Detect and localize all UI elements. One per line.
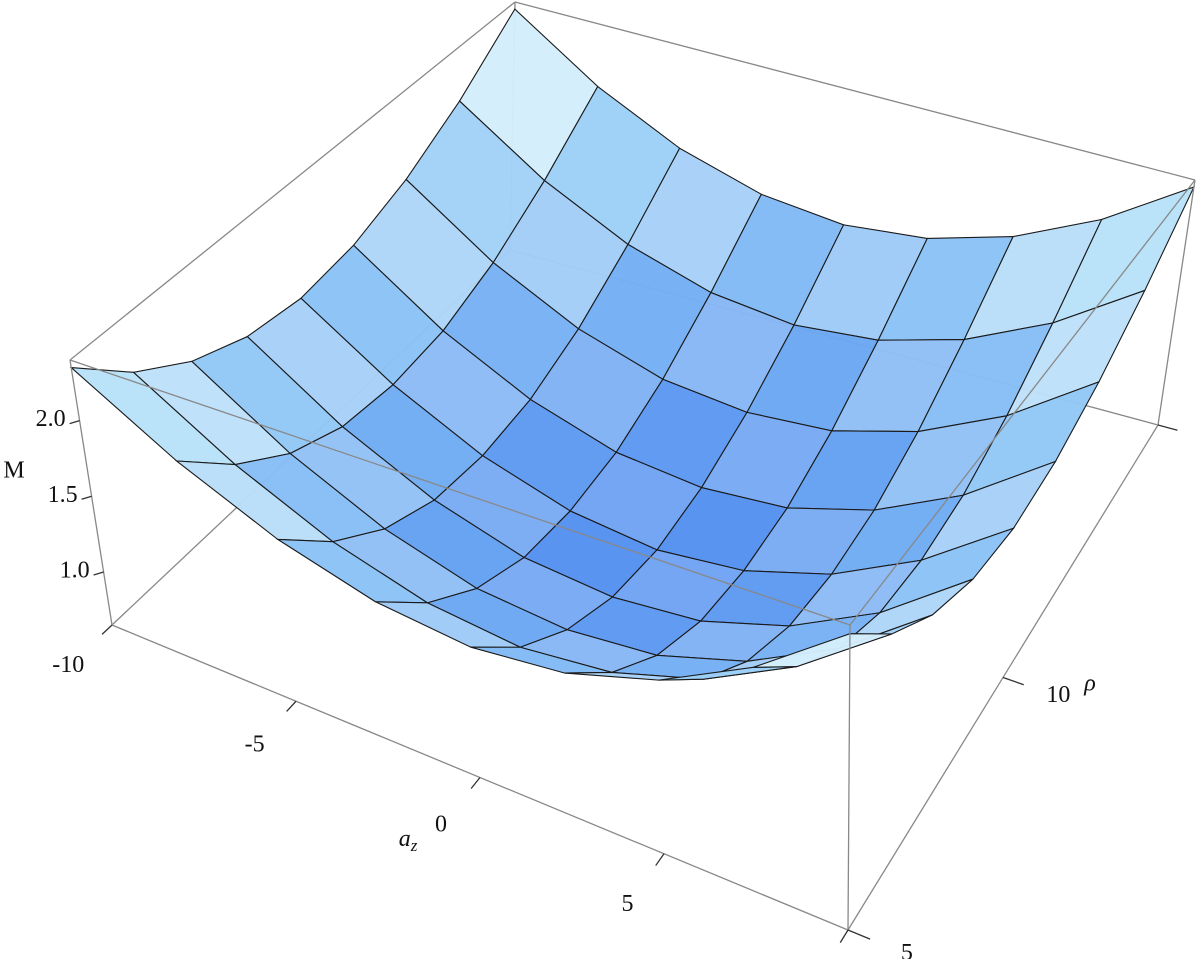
x-tick <box>655 853 665 866</box>
z-axis-label: M <box>3 458 24 484</box>
z-tick <box>93 571 104 576</box>
x-tick <box>470 777 481 789</box>
box-edge <box>514 1 1196 181</box>
box-edge <box>1157 179 1196 426</box>
x-tick-label: -10 <box>52 652 84 678</box>
z-tick <box>69 419 80 425</box>
y-tick-label: 15 <box>1198 425 1199 451</box>
z-tick-label: 1.5 <box>48 482 78 508</box>
z-tick-label: 2.0 <box>36 406 66 432</box>
x-axis-label-base: a <box>399 826 411 852</box>
y-tick <box>1157 424 1178 431</box>
box-edge <box>847 624 851 931</box>
surface-patch <box>753 633 892 668</box>
x-tick <box>101 624 113 635</box>
x-tick-label: 5 <box>621 891 633 917</box>
x-tick-label: 0 <box>435 811 447 837</box>
y-axis-label: ρ <box>1083 671 1096 697</box>
box-edge <box>69 359 113 626</box>
x-axis-label-sub: z <box>410 836 418 855</box>
x-axis-label: az <box>399 826 418 855</box>
x-tick <box>839 929 849 943</box>
x-tick <box>286 700 297 712</box>
y-tick-label: 5 <box>901 940 913 959</box>
y-tick <box>847 929 871 940</box>
box-edge <box>69 1 516 361</box>
box-edge <box>849 179 1196 626</box>
x-tick-label: -5 <box>245 732 265 758</box>
z-tick <box>81 495 92 500</box>
z-tick-label: 1.0 <box>60 558 90 584</box>
y-tick <box>1002 676 1024 686</box>
y-tick-label: 10 <box>1046 682 1070 708</box>
box-edge <box>69 359 851 626</box>
